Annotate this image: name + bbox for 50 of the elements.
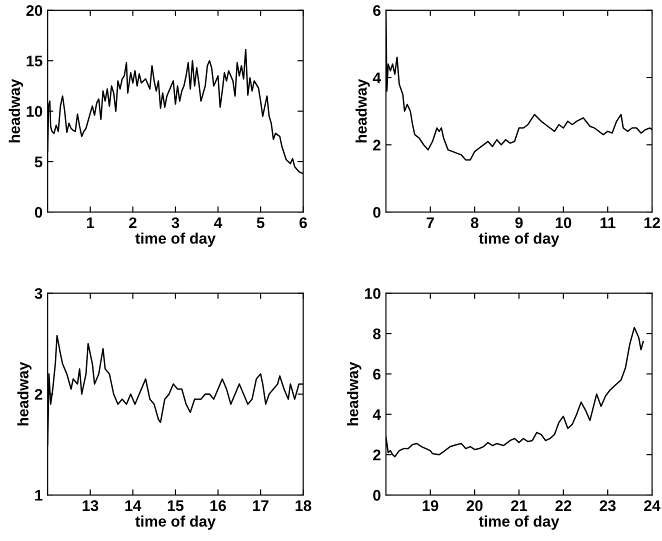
- x-tick-label: 4: [214, 217, 222, 228]
- y-tick-label: 10: [365, 288, 380, 299]
- x-tick-label: 6: [300, 217, 307, 228]
- x-axis-title: time of day: [135, 232, 216, 247]
- x-tick-label: 3: [172, 217, 180, 228]
- y-tick-label: 6: [373, 5, 381, 16]
- x-tick-label: 16: [210, 500, 226, 512]
- x-tick-label: 15: [168, 500, 184, 512]
- x-axis-title: time of day: [478, 516, 560, 530]
- y-tick-label: 8: [373, 328, 381, 340]
- y-tick-label: 3: [34, 288, 42, 299]
- x-tick-label: 5: [256, 217, 264, 228]
- x-tick-label: 20: [466, 500, 483, 512]
- y-tick-label: 2: [373, 450, 380, 460]
- y-tick-label: 6: [373, 368, 381, 380]
- x-tick-label: 21: [511, 500, 528, 511]
- y-tick-label: 4: [372, 72, 382, 84]
- x-tick-label: 14: [125, 500, 142, 511]
- x-tick-label: 9: [515, 217, 523, 228]
- x-tick-label: 18: [296, 500, 312, 512]
- y-tick-label: 5: [34, 156, 42, 168]
- x-tick-label: 11: [600, 217, 616, 228]
- y-axis-title: headway: [347, 362, 362, 426]
- x-tick-label: 8: [470, 217, 478, 228]
- x-axis-title: time of day: [478, 232, 560, 247]
- y-axis-title: headway: [8, 78, 24, 142]
- x-tick-label: 19: [422, 500, 438, 512]
- x-tick-label: 22: [555, 500, 572, 511]
- x-tick-label: 1: [86, 217, 94, 228]
- y-axis-title: headway: [17, 362, 32, 426]
- y-tick-label: 10: [26, 106, 42, 117]
- x-tick-label: 24: [644, 500, 660, 511]
- y-tick-label: 20: [26, 5, 42, 16]
- x-tick-label: 2: [129, 217, 136, 228]
- y-tick-label: 0: [373, 490, 380, 501]
- y-axis-title: headway: [356, 78, 370, 142]
- y-tick-label: 0: [373, 206, 380, 218]
- x-tick-label: 10: [556, 217, 572, 228]
- x-tick-label: 13: [82, 500, 98, 512]
- y-tick-label: 1: [35, 490, 42, 501]
- y-tick-label: 2: [34, 388, 42, 400]
- x-tick-label: 17: [253, 500, 268, 511]
- y-tick-label: 2: [373, 140, 380, 150]
- x-tick-label: 7: [426, 217, 434, 228]
- x-tick-label: 23: [600, 500, 616, 512]
- y-tick-label: 0: [34, 206, 42, 218]
- y-tick-label: 15: [26, 56, 42, 66]
- y-tick-label: 4: [372, 409, 382, 420]
- x-tick-label: 12: [644, 217, 660, 228]
- x-axis-title: time of day: [135, 516, 216, 530]
